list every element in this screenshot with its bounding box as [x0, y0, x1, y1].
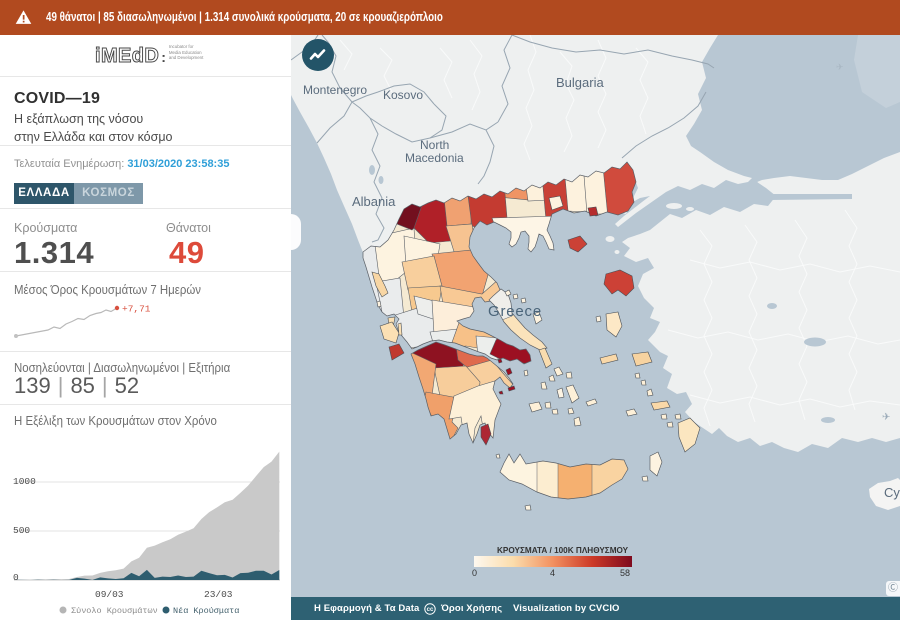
svg-text:09/03: 09/03 — [95, 589, 124, 600]
svg-text:Σύνολο Κρουσμάτων: Σύνολο Κρουσμάτων — [71, 606, 158, 616]
svg-text:✈: ✈ — [882, 412, 890, 423]
svg-text:ΚΡΟΥΣΜΑΤΑ / 100Κ ΠΛΗΘΥΣΜΟΥ: ΚΡΟΥΣΜΑΤΑ / 100Κ ΠΛΗΘΥΣΜΟΥ — [497, 546, 629, 555]
svg-text:Νέα Κρούσματα: Νέα Κρούσματα — [173, 606, 239, 616]
svg-text:Bulgaria: Bulgaria — [556, 75, 604, 90]
svg-text:58: 58 — [620, 568, 630, 578]
svg-text:✈: ✈ — [836, 62, 844, 72]
svg-text:North: North — [420, 138, 449, 152]
svg-text:1000: 1000 — [13, 476, 36, 487]
svg-text:0: 0 — [13, 572, 19, 583]
svg-text:Kosovo: Kosovo — [383, 88, 423, 102]
svg-text:0: 0 — [472, 568, 477, 578]
svg-text:Greece: Greece — [488, 303, 542, 320]
svg-text:Albania: Albania — [352, 194, 396, 209]
svg-text:+7,71: +7,71 — [122, 304, 151, 315]
svg-text:Cy: Cy — [884, 485, 900, 500]
svg-text:23/03: 23/03 — [204, 589, 233, 600]
svg-text:cc: cc — [427, 607, 434, 613]
svg-text:4: 4 — [550, 568, 555, 578]
svg-text:500: 500 — [13, 525, 30, 536]
svg-text:Macedonia: Macedonia — [405, 151, 464, 165]
svg-text:Montenegro: Montenegro — [303, 83, 367, 97]
